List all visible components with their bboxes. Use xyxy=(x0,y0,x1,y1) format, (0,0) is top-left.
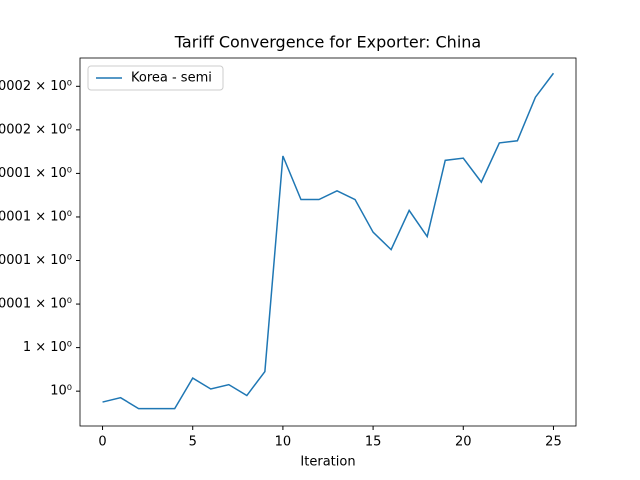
x-tick-label: 0 xyxy=(98,435,106,450)
plot-frame xyxy=(79,57,577,427)
x-tick-label: 5 xyxy=(189,435,197,450)
y-tick-label: 0001 × 10⁰ xyxy=(0,253,72,268)
x-tick-label: 15 xyxy=(365,435,382,450)
y-tick-label: 0001 × 10⁰ xyxy=(0,209,72,224)
y-tick-label: 0002 × 10⁰ xyxy=(0,122,72,137)
line-series xyxy=(102,72,555,410)
legend-box xyxy=(87,65,224,91)
legend-label: Korea - semi xyxy=(131,71,212,86)
y-tick-label: 0001 × 10⁰ xyxy=(0,166,72,181)
x-tick-label: 20 xyxy=(455,435,472,450)
y-tick-label: 0002 × 10⁰ xyxy=(0,79,72,94)
x-axis-label: Iteration xyxy=(300,455,355,470)
y-tick-label: 0001 × 10⁰ xyxy=(0,297,72,312)
chart-title: Tariff Convergence for Exporter: China xyxy=(174,33,481,52)
y-tick-label: 1 × 10⁰ xyxy=(23,340,72,355)
x-tick-label: 25 xyxy=(545,435,562,450)
y-tick-label: 10⁰ xyxy=(50,384,72,399)
x-tick-label: 10 xyxy=(275,435,292,450)
